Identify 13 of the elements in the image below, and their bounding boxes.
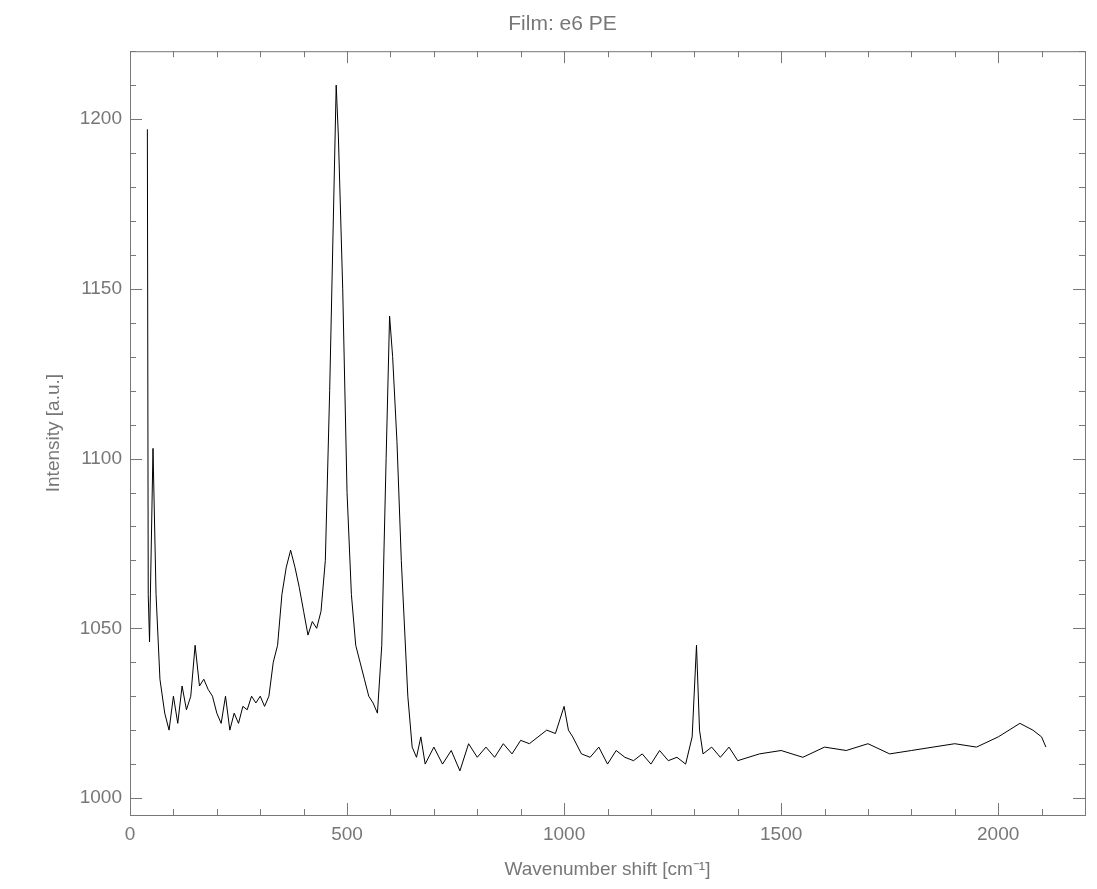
x-tick-label: 2000 (977, 822, 1020, 844)
x-tick-label: 500 (331, 822, 363, 844)
x-tick-label: 1500 (760, 822, 803, 844)
x-tick-label: 1000 (542, 822, 586, 844)
y-axis-title: Intensity [a.u.] (41, 373, 63, 493)
x-tick-label: 0 (124, 822, 136, 844)
y-tick-label: 1050 (79, 616, 122, 638)
chart-title: Film: e6 PE (508, 11, 617, 35)
y-tick-label: 1200 (79, 107, 122, 129)
y-tick-label: 1100 (81, 446, 122, 468)
x-axis-title: Wavenumber shift [cm⁻¹] (504, 857, 711, 879)
y-tick-label: 1150 (81, 277, 122, 299)
y-tick-label: 1000 (79, 786, 122, 808)
